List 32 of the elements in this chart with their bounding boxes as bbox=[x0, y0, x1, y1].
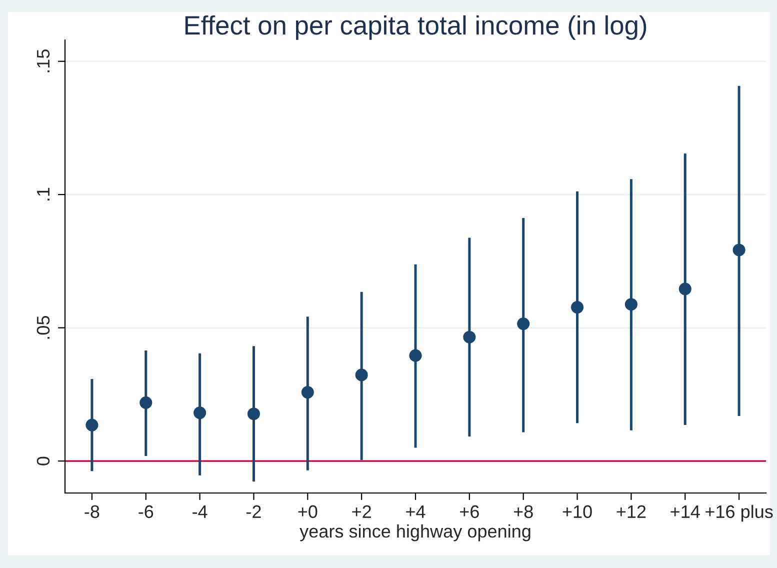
y-tick-label: .1 bbox=[37, 188, 50, 200]
point bbox=[678, 282, 692, 296]
x-tick-label: -8 bbox=[84, 505, 100, 518]
x-axis-title: years since highway opening bbox=[300, 524, 530, 542]
point bbox=[194, 406, 206, 420]
x-tick-label: +16 plus bbox=[706, 504, 773, 522]
point bbox=[140, 396, 152, 409]
x-tick-label: +14 bbox=[670, 505, 700, 518]
x-tick-label: +12 bbox=[616, 505, 646, 518]
point bbox=[624, 298, 638, 311]
point bbox=[247, 408, 260, 420]
x-tick-label: +10 bbox=[562, 505, 592, 518]
y-tick-label: 0 bbox=[36, 456, 50, 466]
y-tick-label: .15 bbox=[37, 50, 50, 72]
chart-title: Effect on per capita total income (in log) bbox=[185, 15, 646, 40]
x-tick-label: -4 bbox=[192, 505, 208, 518]
point bbox=[570, 300, 584, 314]
x-tick-label: +8 bbox=[514, 505, 533, 518]
x-tick-label: +4 bbox=[406, 505, 426, 518]
point bbox=[463, 330, 476, 344]
point bbox=[732, 244, 746, 256]
y-tick-label: .05 bbox=[36, 316, 50, 339]
x-tick-label: +0 bbox=[298, 505, 318, 518]
x-tick-label: -2 bbox=[246, 505, 261, 518]
x-tick-label: +6 bbox=[460, 505, 479, 518]
x-tick-label: +2 bbox=[352, 505, 371, 518]
point bbox=[517, 318, 530, 330]
point bbox=[301, 386, 314, 399]
point bbox=[409, 349, 422, 362]
point bbox=[355, 368, 368, 382]
point bbox=[86, 418, 98, 432]
x-tick-label: -6 bbox=[138, 505, 154, 518]
